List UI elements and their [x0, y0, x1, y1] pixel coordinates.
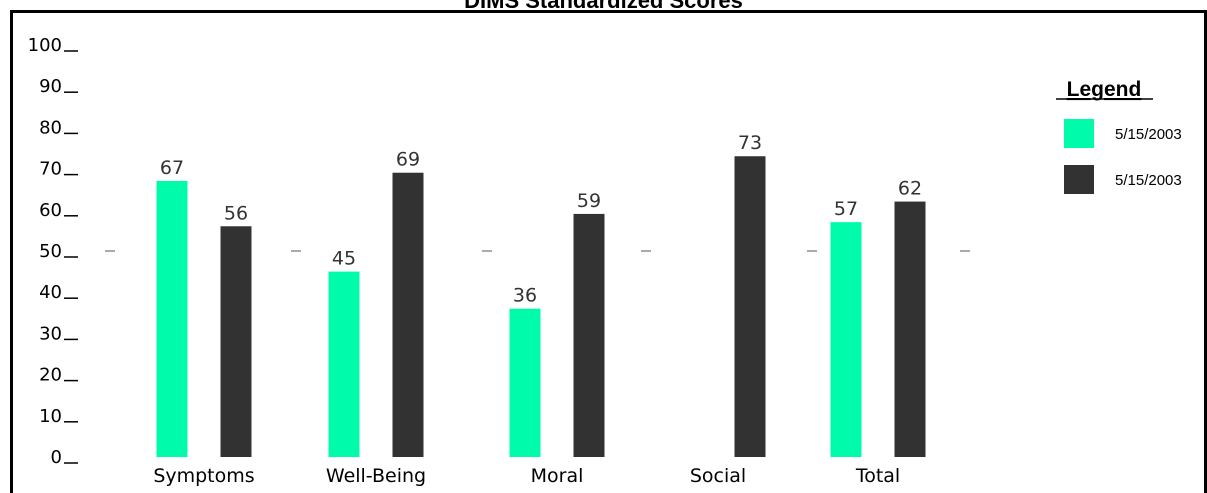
legend-swatch [1064, 119, 1094, 148]
y-tick-label: 20 [39, 365, 62, 386]
y-tick-label: 40 [39, 282, 62, 303]
legend-swatch [1064, 165, 1094, 194]
chart-title: DIMS Standardized Scores [464, 0, 743, 13]
legend-entry-label: 5/15/2003 [1115, 126, 1182, 143]
legend-entry-label: 5/15/2003 [1115, 172, 1182, 189]
data-label: 69 [396, 149, 420, 171]
data-label: 67 [160, 157, 184, 179]
bar-social-series-2 [734, 156, 766, 458]
bar-moral-series-1 [509, 308, 541, 457]
bars [156, 156, 926, 458]
data-labels: 67 45 36 57 56 69 59 73 62 [160, 132, 922, 306]
y-tick-label: 90 [39, 76, 62, 97]
category-label: Symptoms [153, 465, 254, 487]
category-label: Total [855, 465, 900, 487]
y-tick-label: 0 [51, 447, 62, 468]
y-tick-label: 30 [39, 323, 62, 344]
legend: Legend 5/15/2003 5/15/2003 [1056, 78, 1182, 194]
bar-well-being-series-1 [328, 271, 360, 457]
y-tick-label: 50 [39, 241, 62, 262]
bar-moral-series-2 [573, 213, 605, 457]
data-label: 59 [577, 190, 601, 212]
y-tick-label: 60 [39, 200, 62, 221]
y-tick-label: 70 [39, 159, 62, 180]
y-tick-label: 100 [28, 35, 62, 56]
y-axis: 0 10 20 30 40 50 60 70 80 90 100 [28, 35, 78, 468]
bar-total-series-2 [894, 201, 926, 457]
category-label: Well-Being [326, 465, 426, 487]
chart-frame [10, 10, 1207, 493]
data-label: 56 [224, 202, 248, 224]
y-tick-label: 10 [39, 406, 62, 427]
bar-well-being-series-2 [392, 172, 424, 457]
category-labels: Symptoms Well-Being Moral Social Total [153, 465, 900, 487]
legend-title: Legend [1067, 78, 1142, 101]
bar-symptoms-series-2 [220, 226, 252, 457]
category-label: Moral [531, 465, 584, 487]
bar-total-series-1 [830, 222, 862, 457]
data-label: 36 [513, 285, 537, 307]
bar-symptoms-series-1 [156, 180, 188, 457]
category-label: Social [690, 465, 746, 487]
y-tick-label: 80 [39, 117, 62, 138]
data-label: 73 [738, 132, 762, 154]
data-label: 62 [898, 178, 922, 200]
data-label: 45 [332, 248, 356, 270]
data-label: 57 [834, 198, 858, 220]
